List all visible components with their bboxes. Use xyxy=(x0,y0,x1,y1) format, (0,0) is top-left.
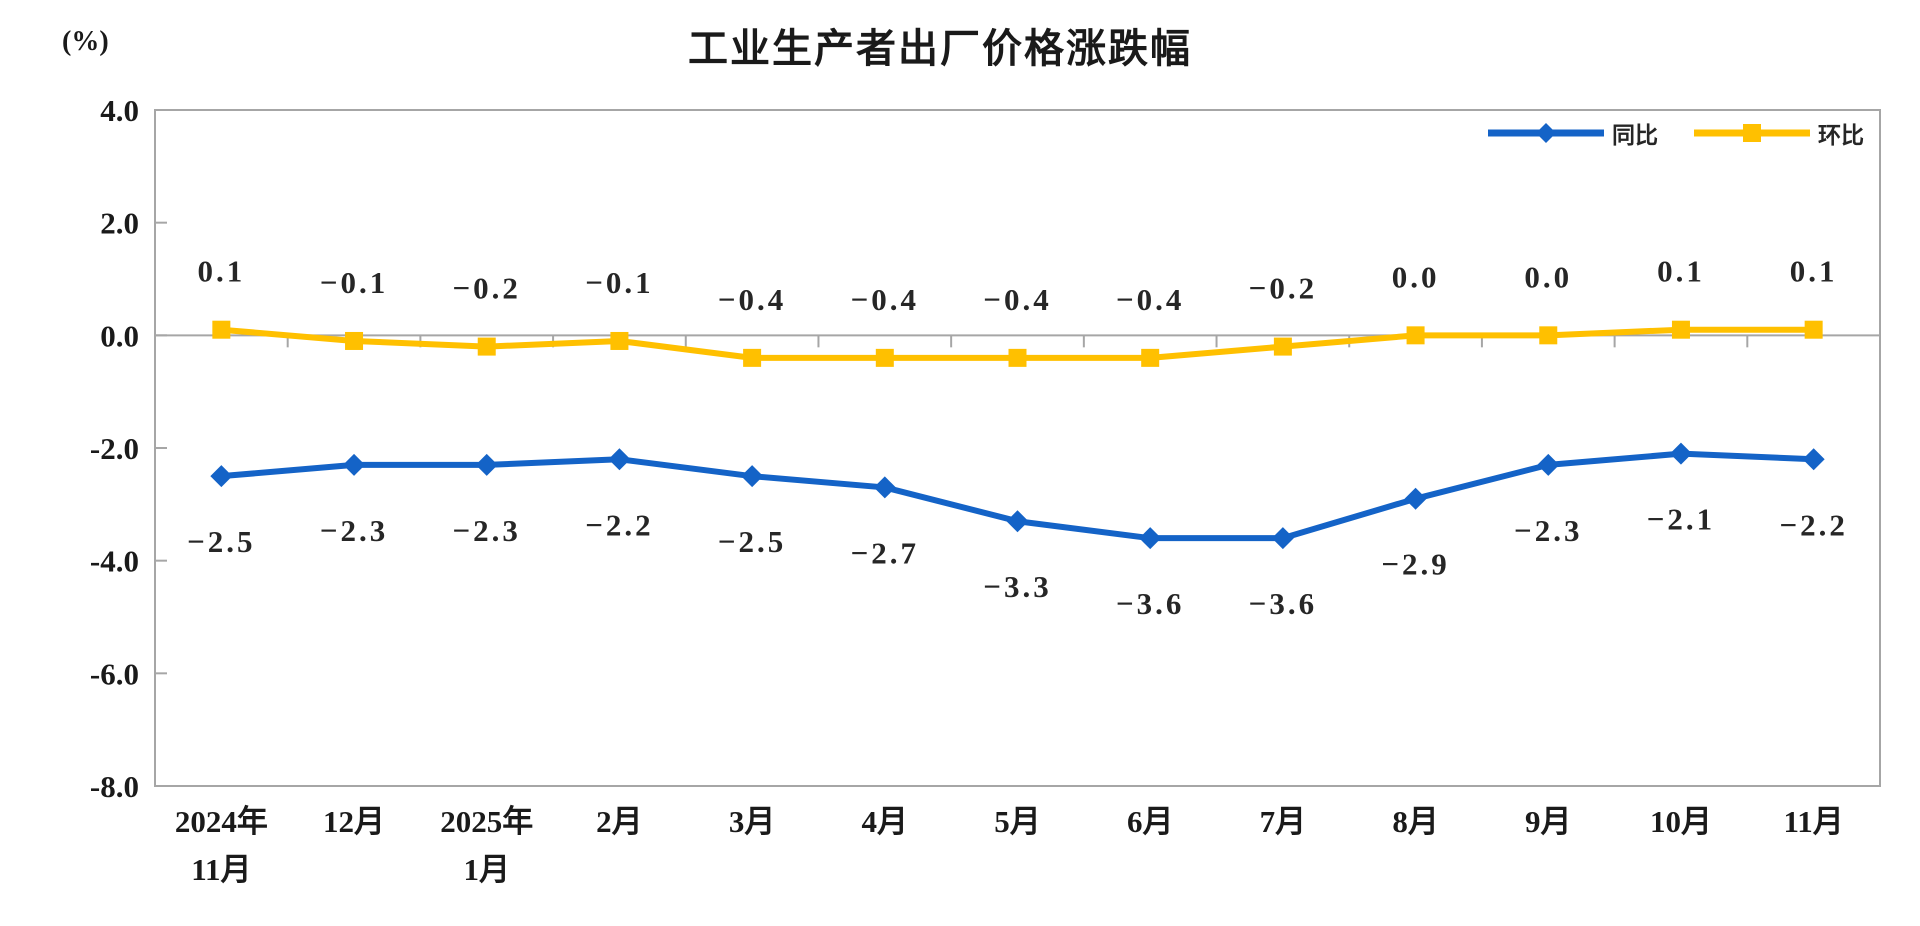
y-axis-label: 2.0 xyxy=(100,206,139,241)
yoy-marker xyxy=(1669,442,1692,465)
mom-value-label: 0.1 xyxy=(197,254,245,289)
yoy-marker xyxy=(1802,448,1825,471)
yoy-marker xyxy=(608,448,631,471)
mom-marker xyxy=(1273,337,1292,356)
mom-marker xyxy=(875,348,894,367)
x-axis-label: 11月 xyxy=(1784,804,1844,839)
mom-marker xyxy=(1804,320,1823,339)
y-axis-label: -8.0 xyxy=(90,769,139,804)
x-axis-label: 12月 xyxy=(323,804,385,839)
legend: 同比 环比 xyxy=(1488,116,1864,150)
yoy-value-label: −2.5 xyxy=(718,524,786,559)
x-axis-label: 2025年 1月 xyxy=(440,804,533,887)
x-axis-label: 5月 xyxy=(994,804,1041,839)
legend-item-mom: 环比 xyxy=(1694,116,1864,150)
x-axis-label: 10月 xyxy=(1650,804,1712,839)
yoy-value-label: −2.2 xyxy=(1779,507,1847,542)
mom-value-label: −0.2 xyxy=(453,271,521,306)
mom-value-label: −0.4 xyxy=(718,282,786,317)
yoy-marker xyxy=(1537,453,1560,476)
yoy-marker xyxy=(1404,487,1427,510)
yoy-marker xyxy=(343,453,366,476)
mom-value-label: −0.4 xyxy=(851,282,919,317)
x-axis-label: 9月 xyxy=(1525,804,1572,839)
mom-value-label: −0.1 xyxy=(320,265,388,300)
x-axis-label: 2月 xyxy=(596,804,643,839)
yoy-value-label: −2.9 xyxy=(1381,547,1449,582)
mom-marker xyxy=(1539,326,1558,345)
yoy-value-label: −2.3 xyxy=(1514,513,1582,548)
y-axis-unit-label: (%) xyxy=(62,26,109,57)
mom-marker xyxy=(1141,348,1160,367)
x-axis-label: 3月 xyxy=(729,804,776,839)
mom-marker xyxy=(610,331,629,350)
yoy-value-label: −3.6 xyxy=(1116,586,1184,621)
x-axis-label: 4月 xyxy=(862,804,909,839)
mom-marker xyxy=(477,337,496,356)
legend-label-mom: 环比 xyxy=(1818,123,1864,148)
mom-marker xyxy=(1671,320,1690,339)
y-axis-label: 0.0 xyxy=(100,318,139,353)
mom-value-label: 0.1 xyxy=(1790,254,1838,289)
yoy-value-label: −2.3 xyxy=(453,513,521,548)
legend-item-yoy: 同比 xyxy=(1488,116,1658,150)
yoy-value-label: −3.3 xyxy=(983,569,1051,604)
mom-marker xyxy=(1008,348,1027,367)
y-axis-label: 4.0 xyxy=(100,93,139,128)
mom-value-label: −0.1 xyxy=(585,265,653,300)
mom-marker xyxy=(212,320,231,339)
x-axis-label: 7月 xyxy=(1260,804,1307,839)
y-axis-label: -4.0 xyxy=(90,544,139,579)
yoy-marker xyxy=(210,465,233,488)
chart-title: 工业生产者出厂价格涨跌幅 xyxy=(688,27,1192,71)
yoy-value-label: −2.5 xyxy=(187,524,255,559)
mom-value-label: −0.4 xyxy=(1116,282,1184,317)
yoy-marker xyxy=(741,465,764,488)
plot-border xyxy=(154,109,1881,787)
yoy-value-label: −2.3 xyxy=(320,513,388,548)
x-axis-label: 6月 xyxy=(1127,804,1174,839)
mom-marker xyxy=(1406,326,1425,345)
x-axis-label: 8月 xyxy=(1392,804,1439,839)
mom-value-label: 0.0 xyxy=(1392,259,1440,294)
yoy-marker xyxy=(1271,527,1294,550)
x-axis-label: 2024年 11月 xyxy=(175,804,268,887)
y-axis-label: -2.0 xyxy=(90,431,139,466)
yoy-marker xyxy=(873,476,896,499)
mom-legend-marker-icon xyxy=(1694,124,1810,142)
yoy-marker xyxy=(1006,510,1029,533)
legend-label-yoy: 同比 xyxy=(1612,123,1658,148)
mom-marker xyxy=(743,348,762,367)
yoy-value-label: −2.1 xyxy=(1647,502,1715,537)
mom-value-label: −0.2 xyxy=(1249,271,1317,306)
yoy-marker xyxy=(1139,527,1162,550)
yoy-value-label: −3.6 xyxy=(1249,586,1317,621)
yoy-marker xyxy=(475,453,498,476)
yoy-value-label: −2.2 xyxy=(585,507,653,542)
mom-marker xyxy=(345,331,364,350)
mom-value-label: 0.0 xyxy=(1524,259,1572,294)
yoy-legend-marker-icon xyxy=(1488,123,1604,143)
y-axis-label: -6.0 xyxy=(90,656,139,691)
mom-value-label: 0.1 xyxy=(1657,254,1705,289)
mom-value-label: −0.4 xyxy=(983,282,1051,317)
yoy-value-label: −2.7 xyxy=(851,535,919,570)
